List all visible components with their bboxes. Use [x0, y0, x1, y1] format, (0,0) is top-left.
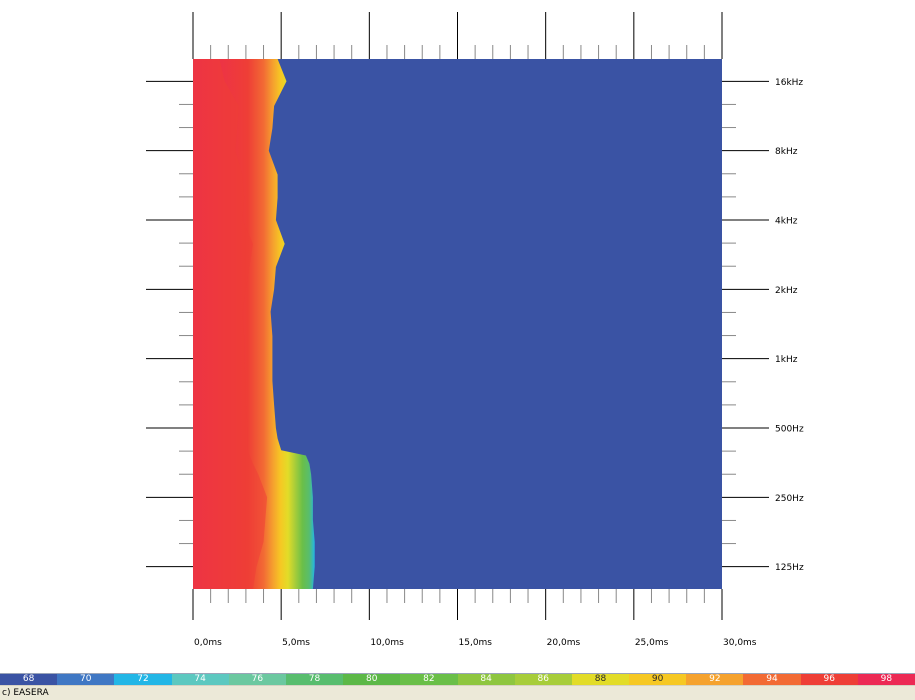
legend-level-82: 82 — [400, 674, 458, 685]
legend-level-88: 88 — [571, 674, 630, 685]
status-bar: c) EASERA — [0, 685, 915, 700]
legend-level-90: 90 — [629, 674, 687, 685]
legend-level-72: 72 — [114, 674, 172, 685]
y-axis-labels: 125Hz 250Hz 500Hz 1kHz 2kHz 4kHz 8kHz 16kHz — [775, 78, 804, 573]
spectrogram-chart: 0,0ms 5,0ms 10,0ms 15,0ms 20,0ms 25,0ms 30,0ms… — [146, 12, 804, 648]
legend-level-92: 92 — [686, 674, 744, 685]
status-text: c) EASERA — [2, 688, 49, 698]
energy-core — [193, 59, 268, 589]
x-tick-label: 30,0ms — [723, 638, 757, 648]
y-tick-label: 2kHz — [775, 286, 798, 296]
legend-level-80: 80 — [343, 674, 401, 685]
x-tick-label: 10,0ms — [370, 638, 404, 648]
legend-level-98: 98 — [857, 674, 915, 685]
y-tick-label: 500Hz — [775, 425, 804, 435]
x-tick-label: 20,0ms — [547, 638, 581, 648]
x-tick-label: 5,0ms — [282, 638, 310, 648]
x-tick-label: 25,0ms — [635, 638, 669, 648]
x-tick-label: 0,0ms — [194, 638, 222, 648]
y-tick-label: 250Hz — [775, 494, 804, 504]
x-tick-label: 15,0ms — [459, 638, 493, 648]
y-tick-label: 8kHz — [775, 147, 798, 157]
legend-level-96: 96 — [800, 674, 858, 685]
y-tick-label: 125Hz — [775, 563, 804, 573]
y-tick-label: 1kHz — [775, 355, 798, 365]
legend-level-94: 94 — [743, 674, 801, 685]
legend-level-70: 70 — [57, 674, 115, 685]
legend-level-84: 84 — [457, 674, 515, 685]
legend-level-86: 86 — [514, 674, 572, 685]
x-axis-labels: 0,0ms 5,0ms 10,0ms 15,0ms 20,0ms 25,0ms 30,0ms — [194, 638, 757, 648]
axis-ticks — [146, 12, 769, 620]
legend-level-74: 74 — [171, 674, 229, 685]
legend-level-76: 76 — [228, 674, 286, 685]
y-tick-label: 4kHz — [775, 216, 798, 226]
color-scale-legend: 68 70 72 74 76 78 80 82 84 86 88 90 92 94 96 98 — [0, 673, 915, 685]
y-tick-label: 16kHz — [775, 78, 803, 88]
energy-bands — [193, 59, 315, 589]
legend-level-78: 78 — [285, 674, 344, 685]
legend-level-68: 68 — [0, 674, 58, 685]
